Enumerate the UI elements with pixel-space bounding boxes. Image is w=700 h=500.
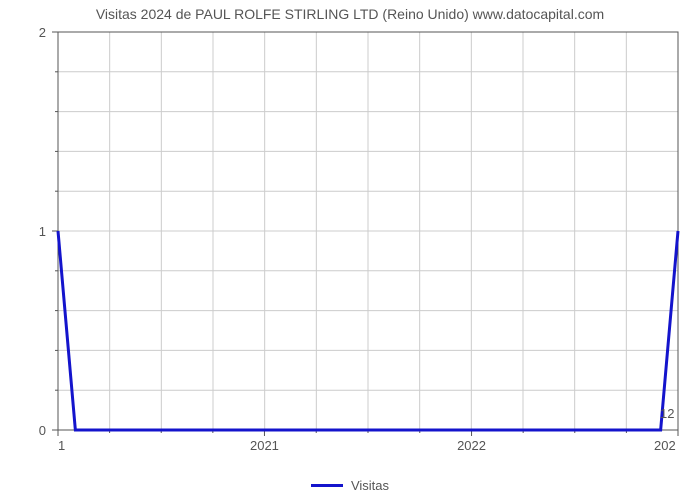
x-tick-label: 2022 [457, 438, 486, 453]
y-tick-label: 0 [0, 423, 46, 438]
x-tick-label: 2021 [250, 438, 279, 453]
legend: Visitas [0, 478, 700, 493]
y-tick-label: 2 [0, 25, 46, 40]
plot-area [46, 20, 690, 442]
x-tick-label: 1 [58, 438, 65, 453]
chart-container: { "chart": { "type": "line", "title": "V… [0, 0, 700, 500]
x-end-top-label: 12 [660, 406, 674, 421]
y-tick-label: 1 [0, 224, 46, 239]
legend-swatch [311, 484, 343, 487]
legend-label: Visitas [351, 478, 389, 493]
x-tick-label: 202 [654, 438, 676, 453]
